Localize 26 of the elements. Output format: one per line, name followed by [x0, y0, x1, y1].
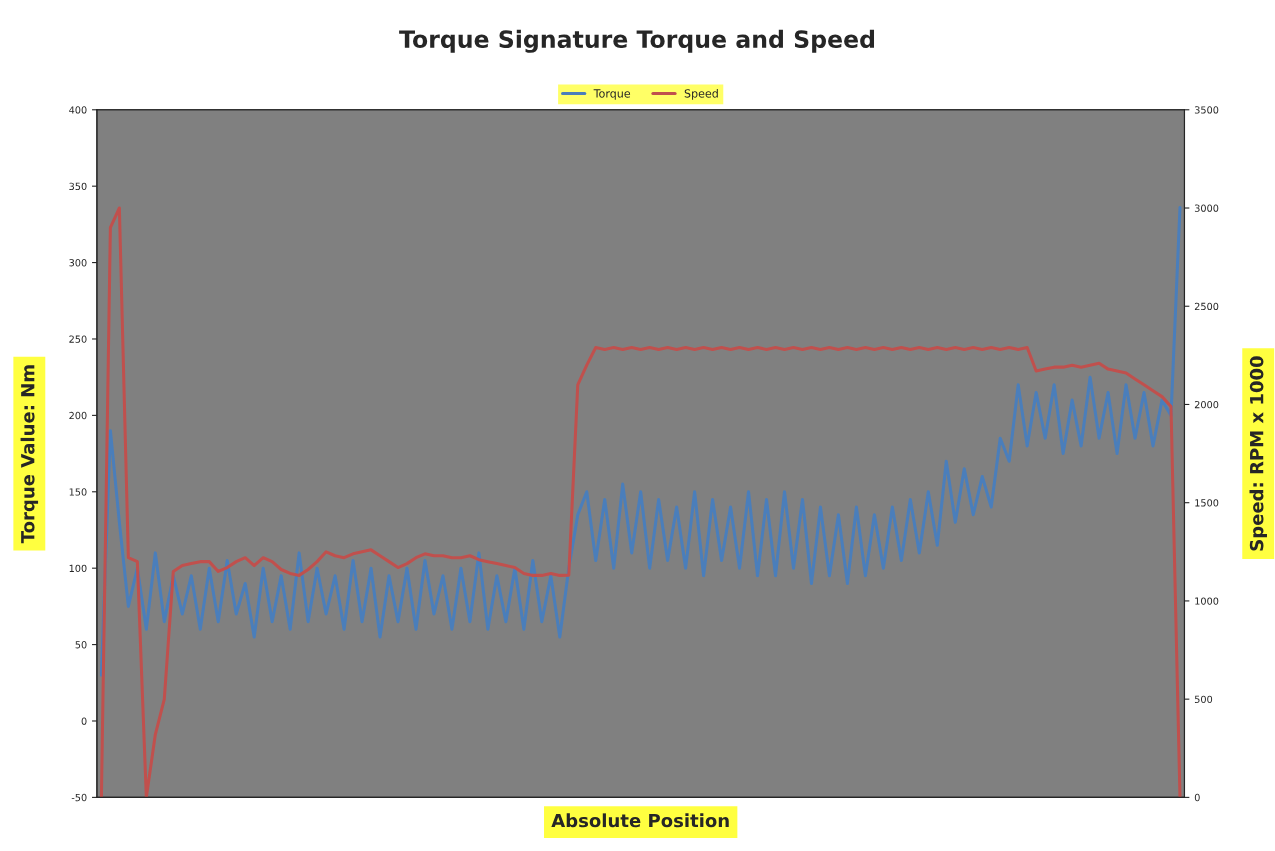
- y-tick-label: 150: [69, 488, 87, 496]
- y-tick-label: 400: [69, 106, 87, 114]
- y-axis-title: Torque Value: Nm: [20, 365, 39, 544]
- y2-tick-label: 500: [1194, 695, 1213, 703]
- legend-label: Torque: [593, 89, 631, 100]
- y2-tick-label: 2500: [1194, 302, 1219, 311]
- y-tick-label: 100: [69, 564, 87, 573]
- y-tick-label: -50: [71, 793, 87, 802]
- y2-tick-label: 3000: [1194, 204, 1219, 212]
- line-series: [99, 206, 1182, 677]
- y-tick-label: 50: [75, 641, 87, 649]
- y2-tick-label: 1000: [1195, 597, 1219, 605]
- y2-axis-title: Speed: RPM x 1000: [1249, 356, 1267, 551]
- chart-title: Torque Signature Torque and Speed: [399, 29, 875, 53]
- y2-tick-label: 1500: [1195, 499, 1219, 507]
- y2-tick-label: 0: [1194, 793, 1200, 802]
- x-axis-title: Absolute Position: [551, 813, 729, 828]
- y2-tick-label: 3500: [1194, 106, 1219, 114]
- y-tick-label: 300: [69, 259, 87, 267]
- y-tick-label: 0: [81, 717, 87, 725]
- y-tick-label: 200: [69, 411, 87, 420]
- legend-label: Speed: [684, 89, 718, 100]
- y-tick-label: 350: [69, 182, 87, 191]
- line-series: [99, 206, 1182, 798]
- y-tick-label: 250: [69, 335, 87, 343]
- y2-tick-label: 2000: [1194, 400, 1219, 409]
